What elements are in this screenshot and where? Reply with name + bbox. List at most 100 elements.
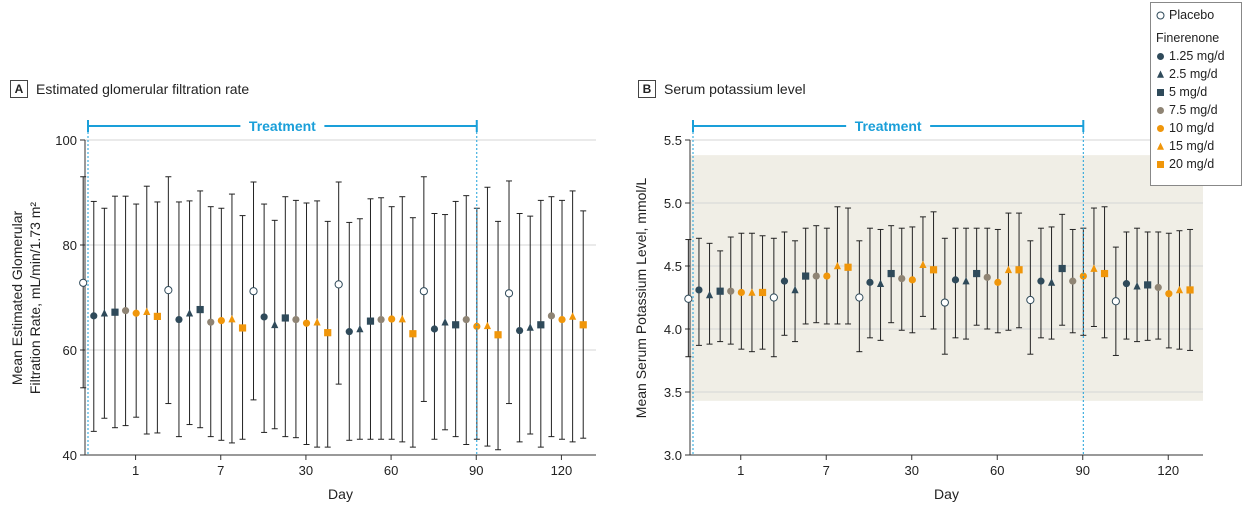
data-point — [812, 272, 820, 280]
data-point — [919, 260, 927, 269]
data-point — [526, 323, 534, 331]
data-point — [430, 325, 439, 333]
legend-item-label: 5 mg/d — [1169, 85, 1208, 99]
data-point — [249, 287, 258, 296]
data-point — [1004, 265, 1013, 274]
data-point — [302, 319, 311, 327]
legend-placebo: Placebo — [1156, 6, 1236, 24]
data-point — [791, 285, 799, 294]
data-point — [388, 315, 396, 323]
y-tick-label: 40 — [63, 448, 77, 463]
legend-item: 1.25 mg/d — [1156, 47, 1236, 65]
data-point — [334, 280, 343, 289]
data-point — [748, 288, 756, 296]
data-point — [217, 317, 225, 325]
data-point — [716, 287, 724, 295]
data-point — [366, 317, 375, 325]
data-point — [281, 314, 289, 322]
data-point — [121, 307, 130, 315]
data-point — [164, 286, 173, 295]
x-tick-label: 7 — [823, 463, 830, 478]
data-point — [994, 278, 1002, 286]
data-point — [1058, 264, 1066, 273]
legend-marker — [1157, 160, 1164, 168]
legend-marker-icon — [1157, 88, 1164, 96]
legend-marker — [1157, 88, 1164, 96]
data-point — [419, 287, 428, 296]
data-point — [313, 318, 321, 326]
legend-item-label: 1.25 mg/d — [1169, 49, 1225, 63]
legend-item-label: 15 mg/d — [1169, 139, 1215, 153]
legend-group-title: Finerenone — [1156, 29, 1236, 47]
data-point — [324, 329, 332, 337]
data-point — [409, 330, 417, 338]
data-point — [271, 320, 279, 329]
data-point — [823, 272, 831, 280]
data-point — [802, 272, 810, 280]
y-tick-label: 4.0 — [664, 322, 682, 337]
data-point — [1026, 295, 1035, 305]
data-point — [929, 266, 938, 274]
legend-item-label: 2.5 mg/d — [1169, 67, 1218, 81]
data-point — [537, 321, 545, 329]
legend-placebo-label: Placebo — [1169, 8, 1215, 22]
legend-marker — [1157, 106, 1164, 114]
data-point — [90, 312, 98, 320]
data-point — [558, 315, 566, 324]
legend-marker — [1157, 124, 1164, 132]
data-point — [695, 286, 703, 294]
data-point — [207, 318, 215, 326]
data-point — [175, 315, 183, 324]
x-tick-label: 1 — [737, 463, 744, 478]
legend-item-label: 10 mg/d — [1169, 121, 1215, 135]
data-point — [1175, 285, 1184, 294]
legend-marker-icon — [1157, 141, 1164, 150]
data-point — [727, 287, 735, 295]
data-point — [228, 314, 236, 323]
x-tick-label: 90 — [469, 463, 483, 478]
data-point — [579, 321, 587, 329]
panel-b-title: B Serum potassium level — [638, 80, 806, 98]
data-point — [356, 324, 364, 333]
data-point — [1015, 266, 1023, 274]
legend-item: 2.5 mg/d — [1156, 65, 1236, 83]
legend-item: 15 mg/d — [1156, 137, 1236, 155]
y-tick-label: 5.5 — [664, 133, 682, 148]
legend-marker-icon — [1157, 69, 1164, 78]
data-point — [951, 276, 960, 284]
data-point — [377, 315, 385, 324]
treatment-label: Treatment — [855, 118, 922, 134]
data-point — [398, 314, 406, 323]
data-point — [855, 293, 864, 302]
y-tick-label: 100 — [55, 133, 77, 148]
data-point — [908, 276, 916, 284]
data-point — [1165, 290, 1173, 298]
x-tick-label: 7 — [217, 463, 224, 478]
legend-marker — [1157, 141, 1164, 150]
legend-marker-icon — [1157, 106, 1164, 114]
y-tick-label: 80 — [63, 238, 77, 253]
y-axis-label: Mean Serum Potassium Level, mmol/L — [633, 178, 649, 419]
data-point — [1122, 280, 1131, 288]
x-tick-label: 1 — [132, 463, 139, 478]
egfr-chart: 40 60 80 100 1 7 30 60 90 120 Treatment Day Mean Est… — [9, 118, 596, 502]
data-point — [833, 261, 842, 270]
data-point — [238, 324, 247, 332]
y-tick-label: 5.0 — [664, 196, 682, 211]
data-point — [962, 276, 970, 285]
y-axis-label-line2: Filtration Rate, mL/min/1.73 m² — [27, 202, 43, 395]
panel-a-title: A Estimated glomerular filtration rate — [10, 80, 249, 98]
data-point — [292, 315, 300, 324]
x-tick-label: 60 — [990, 463, 1004, 478]
legend-marker-icon — [1157, 160, 1164, 168]
data-point — [473, 322, 481, 330]
y-tick-label: 3.0 — [664, 448, 682, 463]
data-point — [737, 288, 745, 297]
data-point — [100, 309, 108, 317]
data-point — [569, 312, 577, 320]
legend-marker — [1157, 52, 1164, 60]
legend-item: 10 mg/d — [1156, 119, 1236, 137]
data-point — [940, 298, 949, 307]
data-point — [153, 312, 161, 320]
legend-item-label: 7.5 mg/d — [1169, 103, 1218, 117]
